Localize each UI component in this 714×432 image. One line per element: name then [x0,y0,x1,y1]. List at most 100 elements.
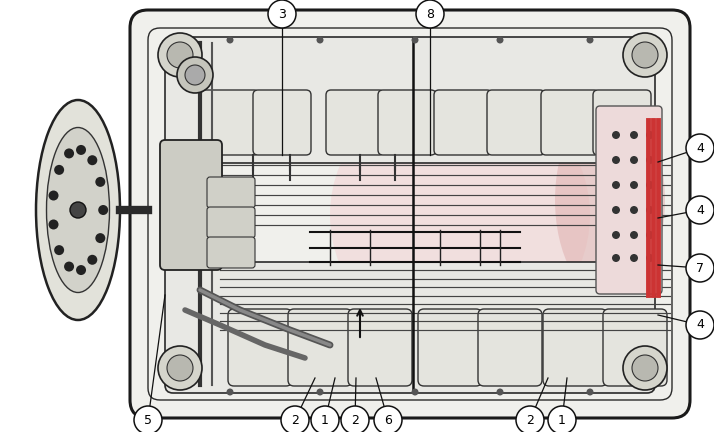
Circle shape [646,156,654,164]
Text: 1: 1 [321,413,329,426]
Circle shape [630,156,638,164]
Circle shape [516,406,544,432]
FancyBboxPatch shape [326,90,384,155]
FancyBboxPatch shape [434,90,492,155]
FancyBboxPatch shape [487,90,545,155]
FancyBboxPatch shape [596,106,662,294]
Circle shape [630,131,638,139]
Text: 2: 2 [526,413,534,426]
Circle shape [226,388,233,396]
Circle shape [311,406,339,432]
Circle shape [158,33,202,77]
Circle shape [416,0,444,28]
Circle shape [586,388,593,396]
Circle shape [496,388,503,396]
FancyBboxPatch shape [253,90,311,155]
FancyBboxPatch shape [348,309,412,386]
FancyBboxPatch shape [165,262,655,393]
Circle shape [612,181,620,189]
Circle shape [374,406,402,432]
Ellipse shape [46,127,109,292]
Circle shape [167,355,193,381]
Text: 6: 6 [384,413,392,426]
Text: 1: 1 [558,413,566,426]
Circle shape [76,265,86,275]
Circle shape [686,196,714,224]
Ellipse shape [555,100,665,300]
Circle shape [49,191,59,200]
Text: 4: 4 [696,318,704,331]
Circle shape [623,33,667,77]
Circle shape [99,205,109,215]
Circle shape [632,355,658,381]
Circle shape [630,254,638,262]
FancyBboxPatch shape [207,177,255,208]
Text: 5: 5 [144,413,152,426]
Circle shape [330,85,590,345]
Circle shape [54,245,64,255]
Circle shape [686,134,714,162]
Text: 3: 3 [278,7,286,20]
Text: 4: 4 [696,142,704,155]
Circle shape [95,177,105,187]
Ellipse shape [36,100,120,320]
Circle shape [612,156,620,164]
Circle shape [612,131,620,139]
Circle shape [686,254,714,282]
FancyBboxPatch shape [201,90,259,155]
FancyBboxPatch shape [418,309,482,386]
Text: 2: 2 [291,413,299,426]
Circle shape [632,42,658,68]
FancyBboxPatch shape [478,309,542,386]
Text: 7: 7 [696,261,704,274]
Circle shape [87,255,97,265]
Circle shape [646,231,654,239]
FancyBboxPatch shape [207,207,255,238]
Circle shape [134,406,162,432]
Circle shape [630,231,638,239]
Text: 8: 8 [426,7,434,20]
Circle shape [76,145,86,155]
FancyBboxPatch shape [228,309,292,386]
Circle shape [630,206,638,214]
Circle shape [411,388,418,396]
Circle shape [496,36,503,44]
Circle shape [586,36,593,44]
Circle shape [686,311,714,339]
FancyBboxPatch shape [543,309,607,386]
Circle shape [70,202,86,218]
Circle shape [612,231,620,239]
Circle shape [612,206,620,214]
Text: 4: 4 [696,203,704,216]
FancyBboxPatch shape [207,237,255,268]
Circle shape [316,388,323,396]
FancyBboxPatch shape [593,90,651,155]
Circle shape [316,36,323,44]
Text: 2: 2 [351,413,359,426]
FancyBboxPatch shape [288,309,352,386]
FancyBboxPatch shape [165,37,655,163]
Circle shape [268,0,296,28]
FancyBboxPatch shape [160,140,222,270]
Circle shape [64,261,74,272]
FancyBboxPatch shape [603,309,667,386]
Circle shape [185,65,205,85]
Circle shape [226,36,233,44]
Circle shape [177,57,213,93]
FancyBboxPatch shape [541,90,599,155]
Circle shape [646,131,654,139]
FancyBboxPatch shape [378,90,436,155]
Circle shape [158,346,202,390]
Circle shape [49,219,59,229]
Circle shape [167,42,193,68]
Circle shape [646,254,654,262]
Circle shape [612,254,620,262]
Circle shape [646,181,654,189]
Circle shape [548,406,576,432]
Circle shape [646,206,654,214]
Circle shape [281,406,309,432]
Circle shape [623,346,667,390]
Circle shape [54,165,64,175]
Circle shape [341,406,369,432]
Circle shape [95,233,105,243]
